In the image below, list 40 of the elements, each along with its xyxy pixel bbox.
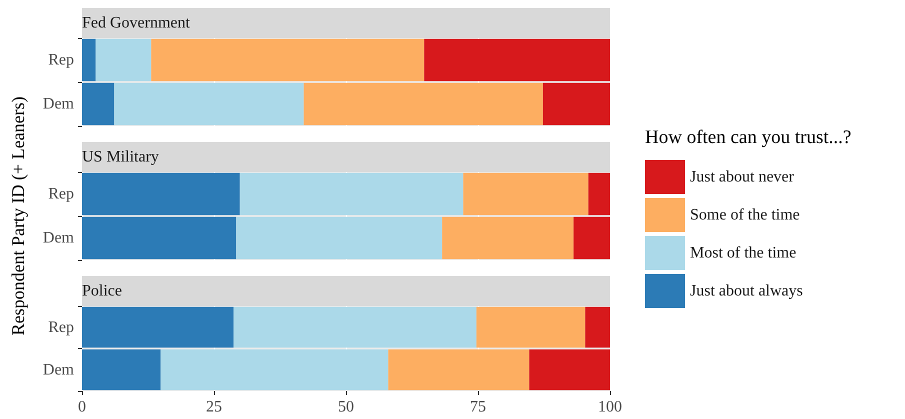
legend-label: Just about never	[690, 168, 795, 186]
bar	[442, 216, 574, 260]
y-tick-label: Dem	[42, 361, 75, 378]
bar	[236, 216, 442, 260]
bar	[542, 82, 610, 126]
bar	[463, 172, 588, 216]
bar	[82, 38, 96, 82]
bar	[529, 349, 610, 390]
legend-label: Just about always	[690, 282, 803, 300]
y-tick-label: Dem	[42, 230, 75, 246]
legend-label: Most of the time	[690, 244, 796, 262]
bar	[585, 306, 610, 348]
x-tick-label: 0	[78, 398, 86, 416]
x-tick-label: 75	[470, 398, 486, 416]
bar	[82, 349, 161, 390]
bar	[82, 216, 236, 260]
bar	[96, 38, 152, 82]
legend-label: Some of the time	[690, 206, 800, 224]
x-tick-label: 50	[338, 398, 354, 416]
bar	[574, 216, 610, 260]
chart-title: Police	[82, 282, 122, 300]
y-tick-label: Rep	[48, 52, 74, 68]
bar	[588, 172, 610, 216]
chart-title: Fed Government	[82, 14, 191, 32]
bar	[388, 349, 530, 390]
bar	[476, 306, 586, 348]
y-axis-title: Respondent Party ID (+ Leaners)	[8, 96, 28, 336]
y-tick-label: Rep	[48, 186, 74, 202]
x-tick-label: 100	[598, 398, 622, 416]
x-tick-label: 25	[206, 398, 222, 416]
y-tick-label: Rep	[48, 318, 74, 336]
legend-title: How often can you trust...?	[645, 127, 852, 148]
bar	[82, 172, 240, 216]
bar	[304, 82, 543, 126]
bar	[82, 82, 114, 126]
y-tick-label: Dem	[42, 96, 75, 112]
bar	[82, 306, 234, 348]
bar	[160, 349, 388, 390]
chart-title: US Military	[82, 148, 159, 166]
bar	[114, 82, 304, 126]
